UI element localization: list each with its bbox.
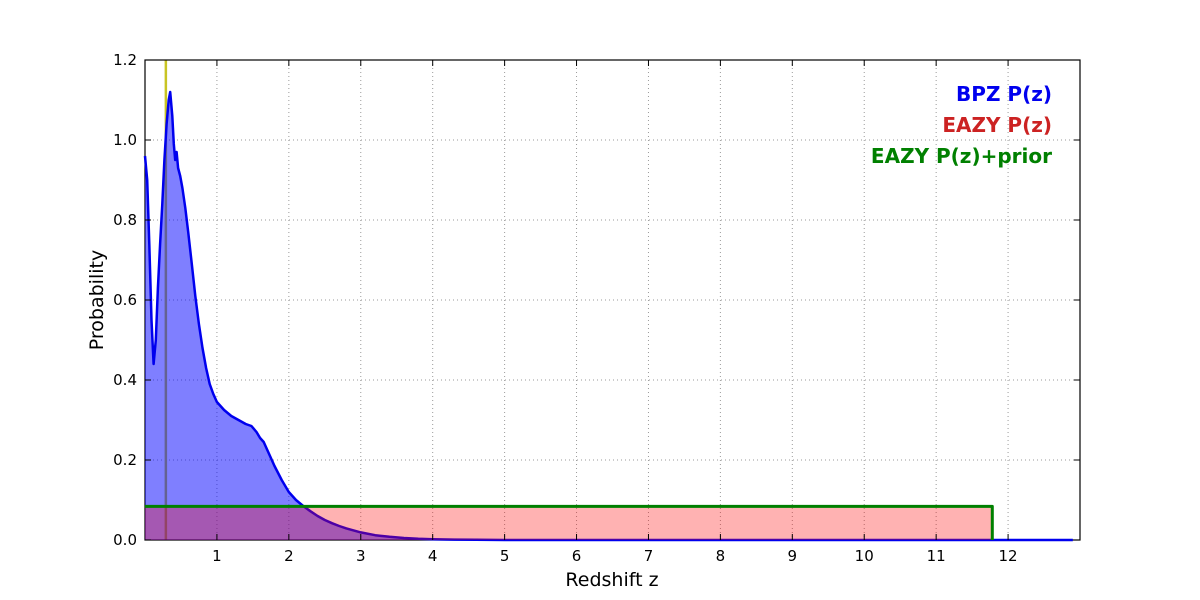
series-line-2: [145, 504, 994, 540]
x-tick-label: 11: [927, 547, 946, 565]
ticks-layer: [145, 59, 1080, 541]
legend-entry-eazy-prior: EAZY P(z)+prior: [871, 144, 1052, 168]
x-tick-label: 6: [572, 547, 582, 565]
x-tick-label: 12: [999, 547, 1018, 565]
x-axis-label: Redshift z: [565, 569, 658, 591]
gridlines: [145, 59, 1080, 540]
x-tick-label: 9: [788, 547, 798, 565]
y-tick-label: 0.8: [113, 211, 137, 229]
y-tick-label: 1.0: [113, 131, 137, 149]
y-tick-label: 0.0: [113, 531, 137, 549]
legend-entry-eazy: EAZY P(z): [942, 113, 1052, 137]
x-tick-label: 7: [644, 547, 654, 565]
tick-labels-layer: 1 2 3 4 5 6 7 8 9 10 11 120.00.20.40.60.81.01.2: [113, 51, 1017, 565]
y-tick-label: 0.6: [113, 291, 137, 309]
series-fill-1: [145, 506, 993, 540]
x-tick-label: 5: [500, 547, 510, 565]
x-tick-label: 10: [855, 547, 874, 565]
series-fill-0: [145, 92, 1073, 540]
series-line-0: [143, 90, 1073, 542]
y-tick-label: 0.4: [113, 371, 137, 389]
x-tick-label: 2: [284, 547, 294, 565]
legend-entry-bpz: BPZ P(z): [956, 82, 1052, 106]
x-tick-label: 8: [716, 547, 726, 565]
y-axis-label: Probability: [86, 250, 108, 350]
x-tick-label: 4: [428, 547, 438, 565]
y-tick-label: 0.2: [113, 451, 137, 469]
series-layer: [143, 90, 1073, 542]
x-tick-label: 1: [212, 547, 222, 565]
x-tick-label: 3: [356, 547, 366, 565]
y-tick-label: 1.2: [113, 51, 137, 69]
